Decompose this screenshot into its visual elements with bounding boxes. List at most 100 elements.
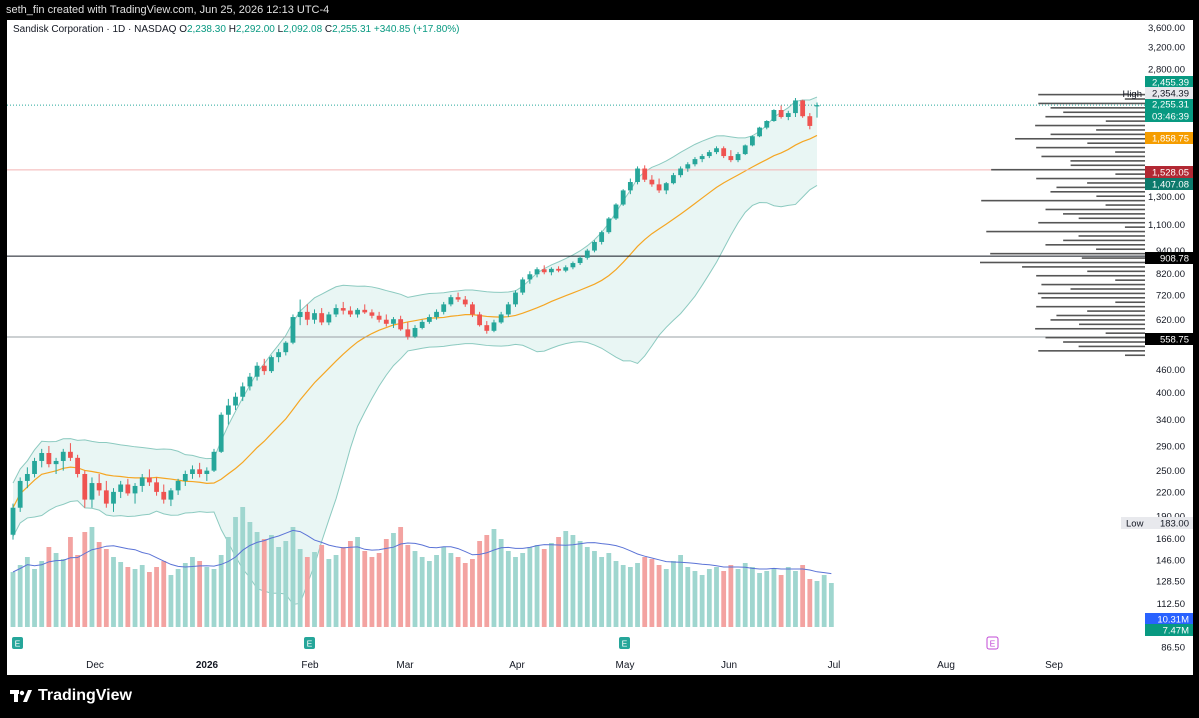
profile-bar (1056, 186, 1145, 189)
volume-bar (103, 549, 109, 627)
volume-bar (312, 552, 317, 627)
price-label: 7.47M (1145, 624, 1193, 637)
candle (785, 110, 791, 121)
price-tick-label: 1,100.00 (1148, 220, 1185, 231)
candle-body (261, 365, 267, 372)
price-label-box (1145, 624, 1193, 636)
volume-bar (290, 527, 296, 627)
volume-bar (742, 563, 748, 627)
candle-body (699, 156, 705, 160)
volume-bar (182, 563, 188, 627)
candle-body (211, 451, 217, 471)
candle (355, 308, 360, 318)
candle-body (190, 469, 195, 474)
profile-bar (1036, 274, 1145, 277)
volume-bar (814, 581, 820, 627)
candle-body (376, 315, 382, 320)
volume-bar (592, 551, 597, 627)
volume-bar (807, 579, 813, 627)
volume-bar (168, 575, 174, 627)
volume-bar (498, 539, 504, 627)
volume-bar (462, 563, 468, 627)
profile-bar (1035, 327, 1145, 330)
candle-body (182, 473, 188, 481)
candle (211, 448, 217, 472)
volume-bar (470, 559, 475, 627)
time-tick-label: Apr (509, 660, 525, 671)
symbol-legend[interactable]: Sandisk Corporation · 1D · NASDAQ O2,238… (13, 24, 460, 35)
earnings-marker: E (619, 637, 630, 649)
price-label-box (1145, 132, 1193, 144)
candle-body (462, 299, 468, 305)
volume-bar (649, 559, 655, 627)
candle (627, 178, 633, 195)
price-tick-label: 460.00 (1156, 365, 1185, 376)
volume-bar (534, 545, 540, 627)
candle-body (735, 154, 741, 161)
candle-body (312, 313, 317, 320)
volume-ma-line (12, 529, 832, 575)
candle-body (233, 396, 238, 406)
time-tick-label: 2026 (196, 660, 219, 671)
price-tick-label: 340.00 (1156, 415, 1185, 426)
candle (103, 480, 109, 508)
profile-bar (1045, 336, 1145, 339)
profile-bar (1124, 98, 1145, 100)
candle (592, 240, 597, 253)
price-label: 2,255.31 (1145, 98, 1193, 111)
profile-bar (1115, 301, 1145, 304)
candle (168, 488, 174, 507)
candle-body (635, 168, 640, 183)
volume-bar (218, 555, 224, 627)
volume-bar (706, 569, 712, 627)
tradingview-logo[interactable]: TradingView (10, 687, 132, 705)
candle-body (276, 352, 282, 358)
price-chart[interactable]: 3,600.00 3,200.00 2,800.00 1,300.00 1,100.00… (7, 20, 1193, 675)
candle (276, 348, 282, 363)
price-label-text: 03:46:39 (1152, 112, 1189, 123)
profile-bar (1078, 235, 1145, 237)
candle-body (563, 267, 569, 271)
profile-bar (1038, 350, 1145, 352)
profile-bar (1087, 142, 1145, 145)
candle-body (197, 469, 203, 474)
candle (678, 166, 684, 178)
candle (154, 477, 159, 496)
volume-bar (800, 565, 806, 627)
earnings-marker: E (986, 636, 999, 650)
candle (462, 296, 468, 307)
time-tick-label: May (616, 660, 635, 671)
candle-body (491, 322, 497, 331)
candle-body (17, 480, 23, 508)
candle (577, 255, 583, 265)
candle (197, 462, 203, 478)
volume-bar (757, 573, 762, 627)
candle (520, 277, 526, 295)
volume-bar (10, 572, 16, 627)
candle-body (520, 279, 526, 293)
volume-bar (383, 539, 389, 627)
profile-bar (1115, 151, 1145, 153)
candle-body (441, 304, 447, 312)
credit-text: seth_fin created with TradingView.com, J… (6, 4, 330, 16)
profile-bar (991, 168, 1145, 171)
candle (161, 484, 167, 504)
candle (477, 311, 483, 327)
volume-bar (627, 567, 633, 627)
volume-bar (75, 555, 81, 627)
candle (82, 470, 88, 508)
candle-body (146, 477, 152, 483)
earnings-marker-box (12, 637, 23, 649)
time-tick-label: Sep (1045, 660, 1063, 671)
candle (96, 473, 102, 496)
candle (498, 311, 504, 324)
volume-bar (254, 532, 260, 627)
chart-area[interactable]: 3,600.00 3,200.00 2,800.00 1,300.00 1,100.00… (7, 20, 1193, 675)
volume-bar (778, 575, 784, 627)
bollinger-upper (12, 96, 818, 484)
candle-body (714, 148, 719, 153)
volume-bar (161, 561, 167, 627)
volume-bar (391, 533, 396, 627)
candle-body (613, 204, 619, 219)
open-label: O (179, 24, 187, 35)
